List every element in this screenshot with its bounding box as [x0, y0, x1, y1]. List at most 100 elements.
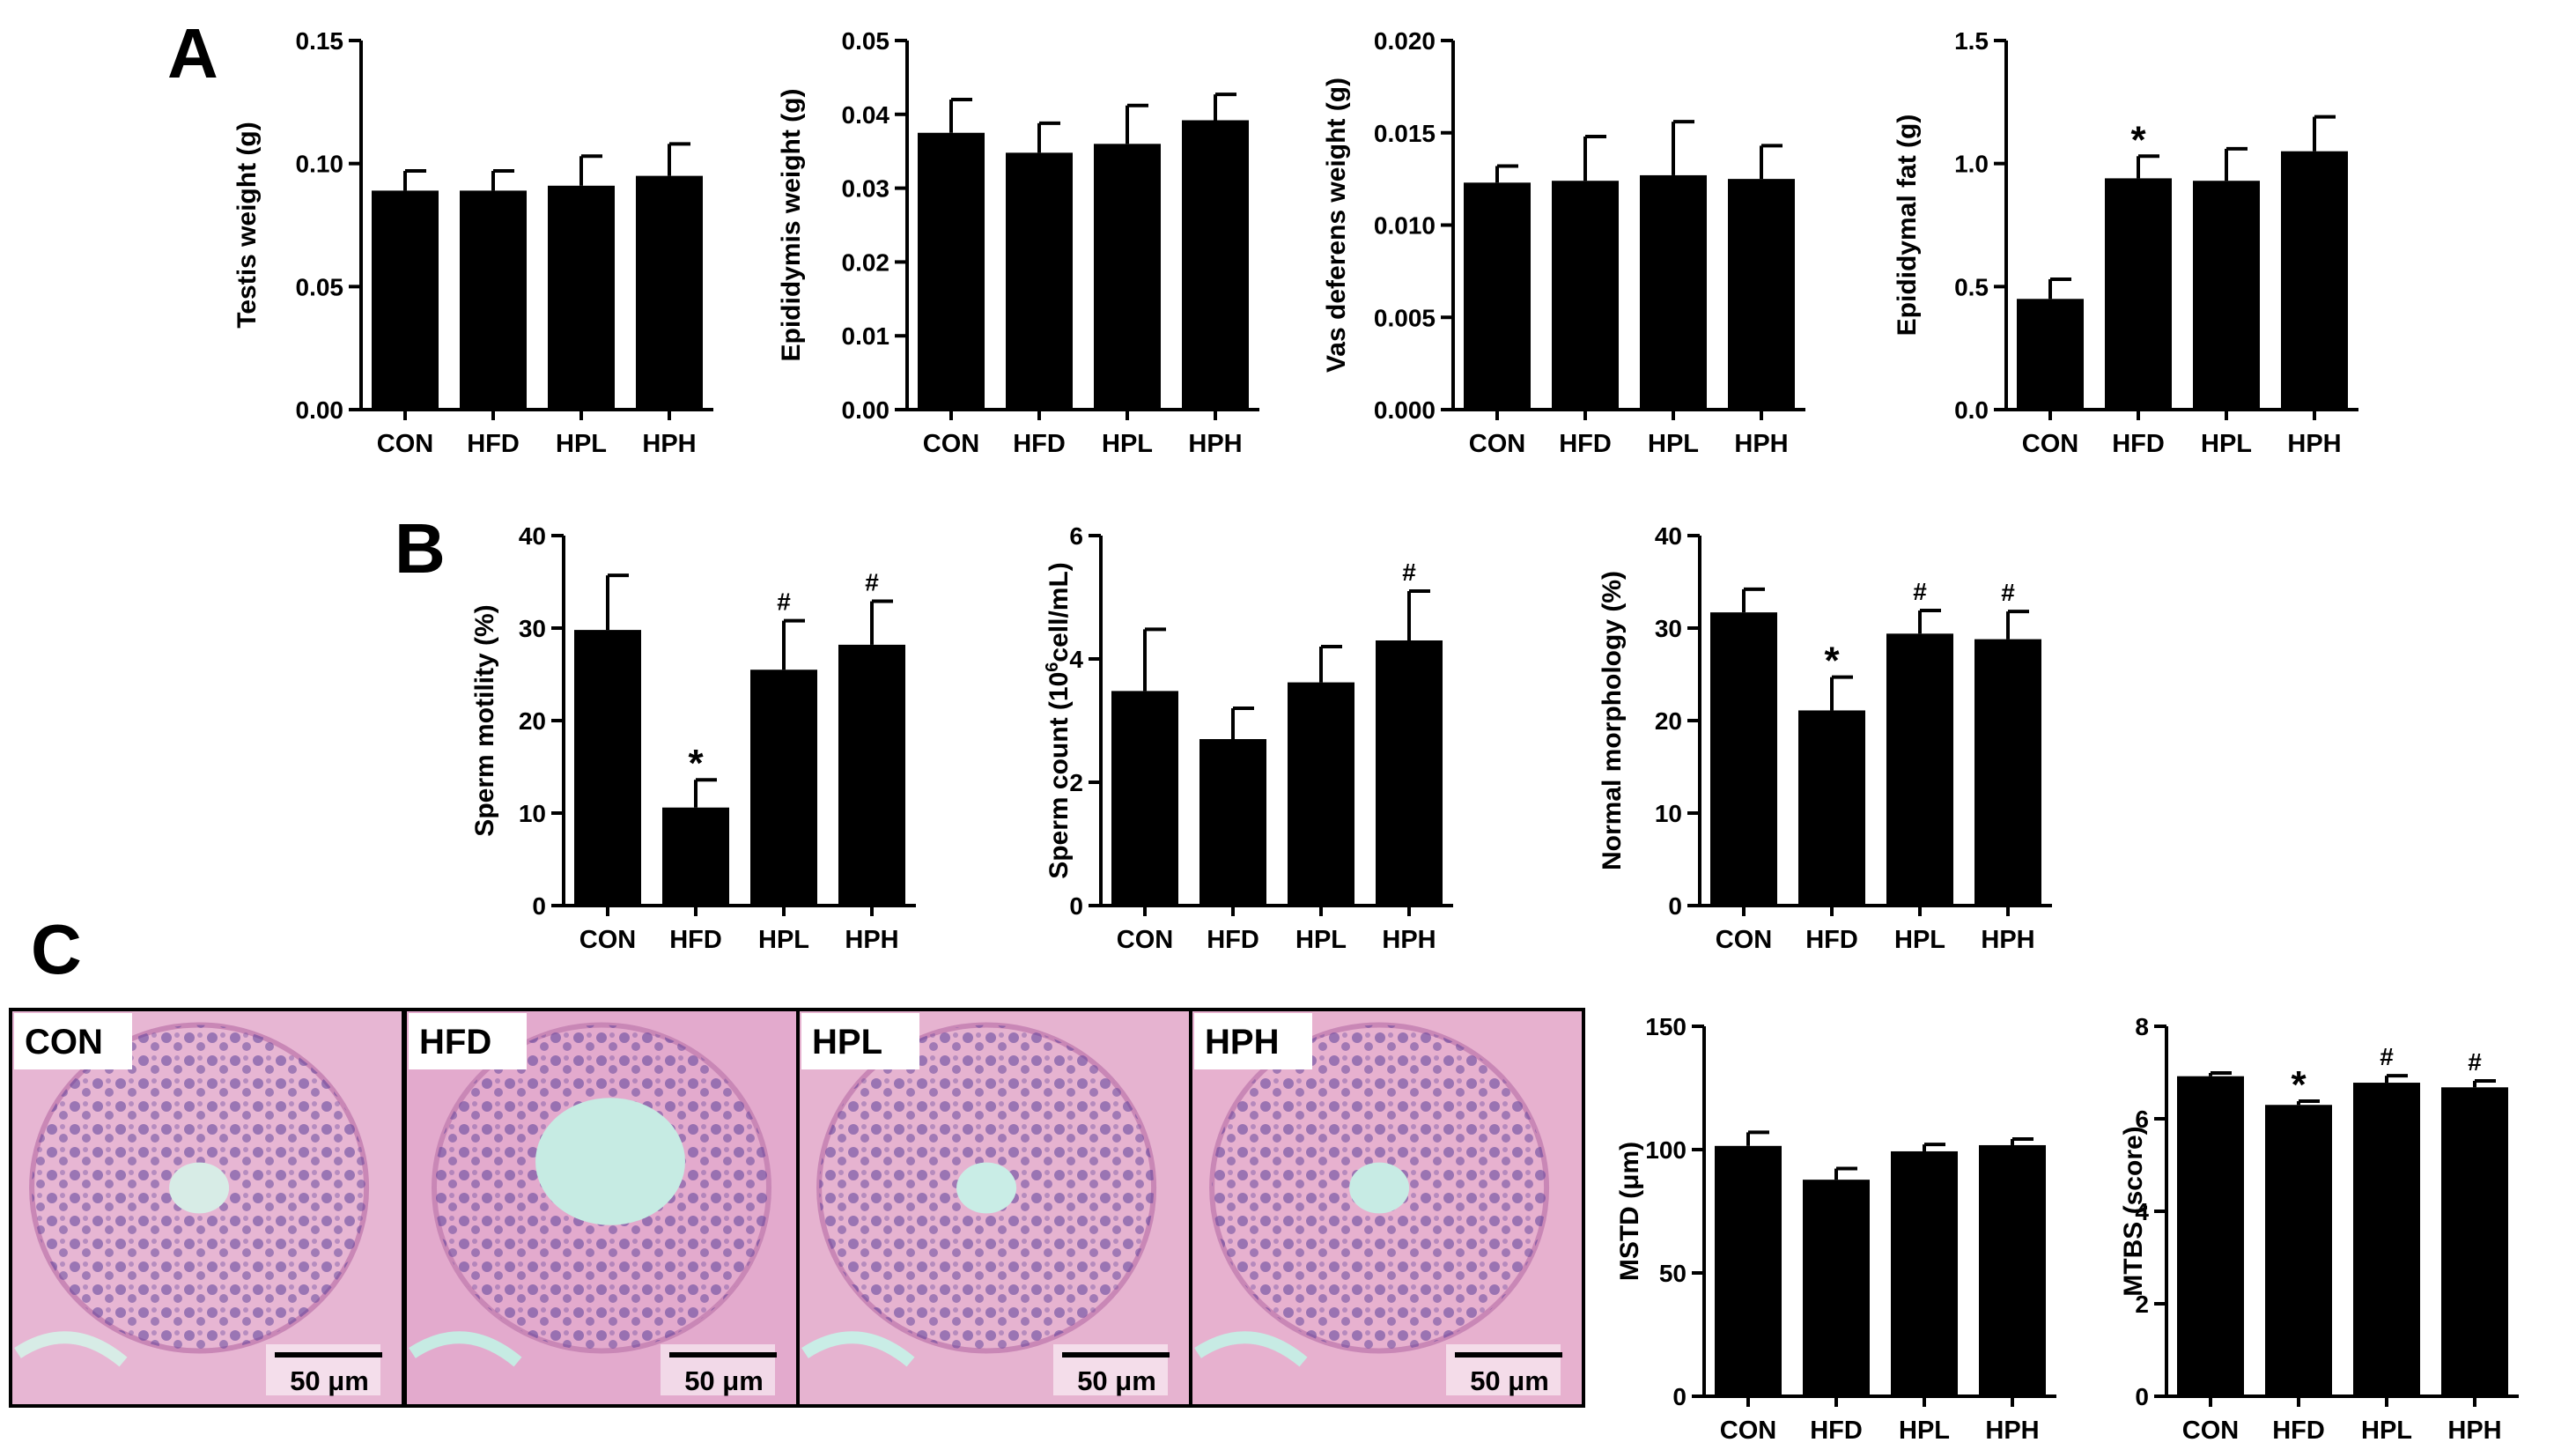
histology-tile-con: CON 50 μm	[9, 1008, 405, 1408]
y-axis-label: Epididymal fat (g)	[1893, 115, 1922, 337]
y-tick-label: 0.00	[842, 396, 890, 424]
x-tick-label: CON	[2182, 1417, 2239, 1445]
x-tick-label: HPH	[845, 926, 898, 954]
bar-con	[918, 132, 985, 410]
bar-hph	[1979, 1144, 2046, 1396]
bar-con	[1111, 691, 1178, 906]
y-tick-label: 0.15	[296, 27, 344, 55]
x-tick-label: CON	[923, 430, 979, 458]
interstitial-gap	[1194, 1331, 1308, 1367]
bar-hfd	[1803, 1180, 1870, 1396]
bar-hph	[2441, 1087, 2508, 1396]
histology-tile-hph: HPH 50 μm	[1189, 1008, 1585, 1408]
significance-mark: *	[2130, 118, 2146, 161]
y-tick-label: 4	[2135, 1198, 2149, 1225]
bar-hpl	[2193, 181, 2260, 410]
y-tick-label: 0.00	[296, 396, 344, 424]
scale-bar-label: 50 μm	[1077, 1365, 1156, 1396]
y-tick-label: 0.0	[1954, 396, 1989, 424]
significance-mark: #	[865, 569, 879, 596]
x-tick-label: HPL	[1894, 926, 1945, 954]
tile-border	[1189, 1008, 1585, 1408]
y-axis-label: Epididymis weight (g)	[777, 88, 806, 361]
interstitial-gap	[409, 1331, 522, 1367]
tubule-lumen	[1349, 1162, 1410, 1214]
significance-mark: *	[1824, 640, 1840, 683]
x-tick-label: CON	[1117, 926, 1173, 954]
significance-mark: *	[2291, 1063, 2307, 1106]
y-tick-label: 8	[2135, 1013, 2149, 1040]
y-tick-label: 0.10	[296, 151, 344, 178]
y-tick-label: 2	[2135, 1291, 2149, 1318]
x-tick-label: HFD	[1805, 926, 1858, 954]
bar-con	[1464, 182, 1531, 410]
bar-hpl	[1640, 174, 1707, 410]
x-tick-label: HPL	[1295, 926, 1347, 954]
scale-bar-label: 50 μm	[1470, 1365, 1549, 1396]
x-tick-label: HPL	[1899, 1417, 1950, 1445]
y-axis-label: Vas deferens weight (g)	[1322, 78, 1351, 373]
y-tick-label: 0.01	[842, 322, 890, 350]
bar-hfd	[2105, 178, 2172, 410]
y-tick-label: 0.015	[1374, 120, 1436, 147]
significance-mark: #	[1402, 559, 1416, 586]
interstitial-gap	[14, 1331, 128, 1367]
scale-bar-label: 50 μm	[684, 1365, 764, 1396]
x-tick-label: HPL	[1102, 430, 1153, 458]
bar-chart-2: 0.000 0.005 0.010 0.015 0.020 Vas deferens we…	[1322, 27, 1805, 458]
bar-hfd	[662, 807, 729, 906]
y-tick-label: 1.5	[1954, 27, 1989, 55]
y-tick-label: 20	[1655, 707, 1682, 735]
y-axis-label: Normal morphology (%)	[1598, 571, 1627, 870]
y-tick-label: 6	[2135, 1106, 2149, 1133]
bar-hph	[2281, 151, 2348, 410]
bar-hpl	[1288, 682, 1354, 906]
bar-hfd	[1199, 739, 1266, 906]
panel-letter-a: A	[167, 14, 218, 92]
bar-chart-0: 0.00 0.05 0.10 0.15 Testis weight (g) CON HFD H…	[233, 27, 713, 458]
x-tick-label: HPH	[1382, 926, 1436, 954]
bar-con	[2017, 299, 2084, 410]
bar-chart-7: 0 50 100 150 MSTD (μm) CON HFD HPL HPH	[1615, 1013, 2056, 1445]
y-tick-label: 4	[1069, 646, 1083, 673]
panel-letter-b: B	[395, 509, 446, 588]
y-axis-label: MTBS (score)	[2119, 1126, 2148, 1296]
x-tick-label: HPH	[1734, 430, 1788, 458]
tile-label: HPL	[812, 1023, 882, 1062]
significance-mark: *	[688, 742, 704, 785]
x-tick-label: HPH	[1188, 430, 1242, 458]
x-tick-label: HFD	[2112, 430, 2165, 458]
y-tick-label: 0.05	[296, 273, 344, 300]
x-tick-label: HPH	[1985, 1417, 2039, 1445]
bar-con	[1710, 612, 1777, 906]
bar-hfd	[1006, 152, 1073, 410]
tile-label-box	[801, 1013, 919, 1069]
x-tick-label: CON	[377, 430, 433, 458]
significance-mark: #	[2380, 1043, 2394, 1070]
interstitial-gap	[801, 1331, 915, 1367]
y-axis-label: Sperm count (106cell/mL)	[1043, 562, 1074, 879]
y-tick-label: 0.020	[1374, 27, 1436, 55]
y-tick-label: 0.03	[842, 175, 890, 203]
y-tick-label: 0.000	[1374, 396, 1436, 424]
bar-hfd	[460, 190, 527, 410]
tile-label: HPH	[1205, 1023, 1279, 1062]
x-tick-label: HFD	[1559, 430, 1612, 458]
y-tick-label: 0.005	[1374, 304, 1436, 331]
y-tick-label: 0	[1668, 892, 1682, 920]
bar-hph	[838, 644, 905, 906]
x-tick-label: HFD	[1207, 926, 1259, 954]
tile-label: CON	[25, 1023, 103, 1062]
scale-bar-label: 50 μm	[290, 1365, 369, 1396]
bar-hph	[636, 175, 703, 410]
y-tick-label: 0.04	[842, 101, 890, 129]
bar-hpl	[2353, 1083, 2420, 1396]
y-tick-label: 0.5	[1954, 273, 1989, 300]
bar-hpl	[1094, 144, 1161, 410]
x-tick-label: CON	[2022, 430, 2078, 458]
bar-hph	[1974, 639, 2041, 906]
tubule-lumen	[956, 1162, 1017, 1214]
x-tick-label: CON	[1716, 926, 1772, 954]
x-tick-label: CON	[1720, 1417, 1776, 1445]
